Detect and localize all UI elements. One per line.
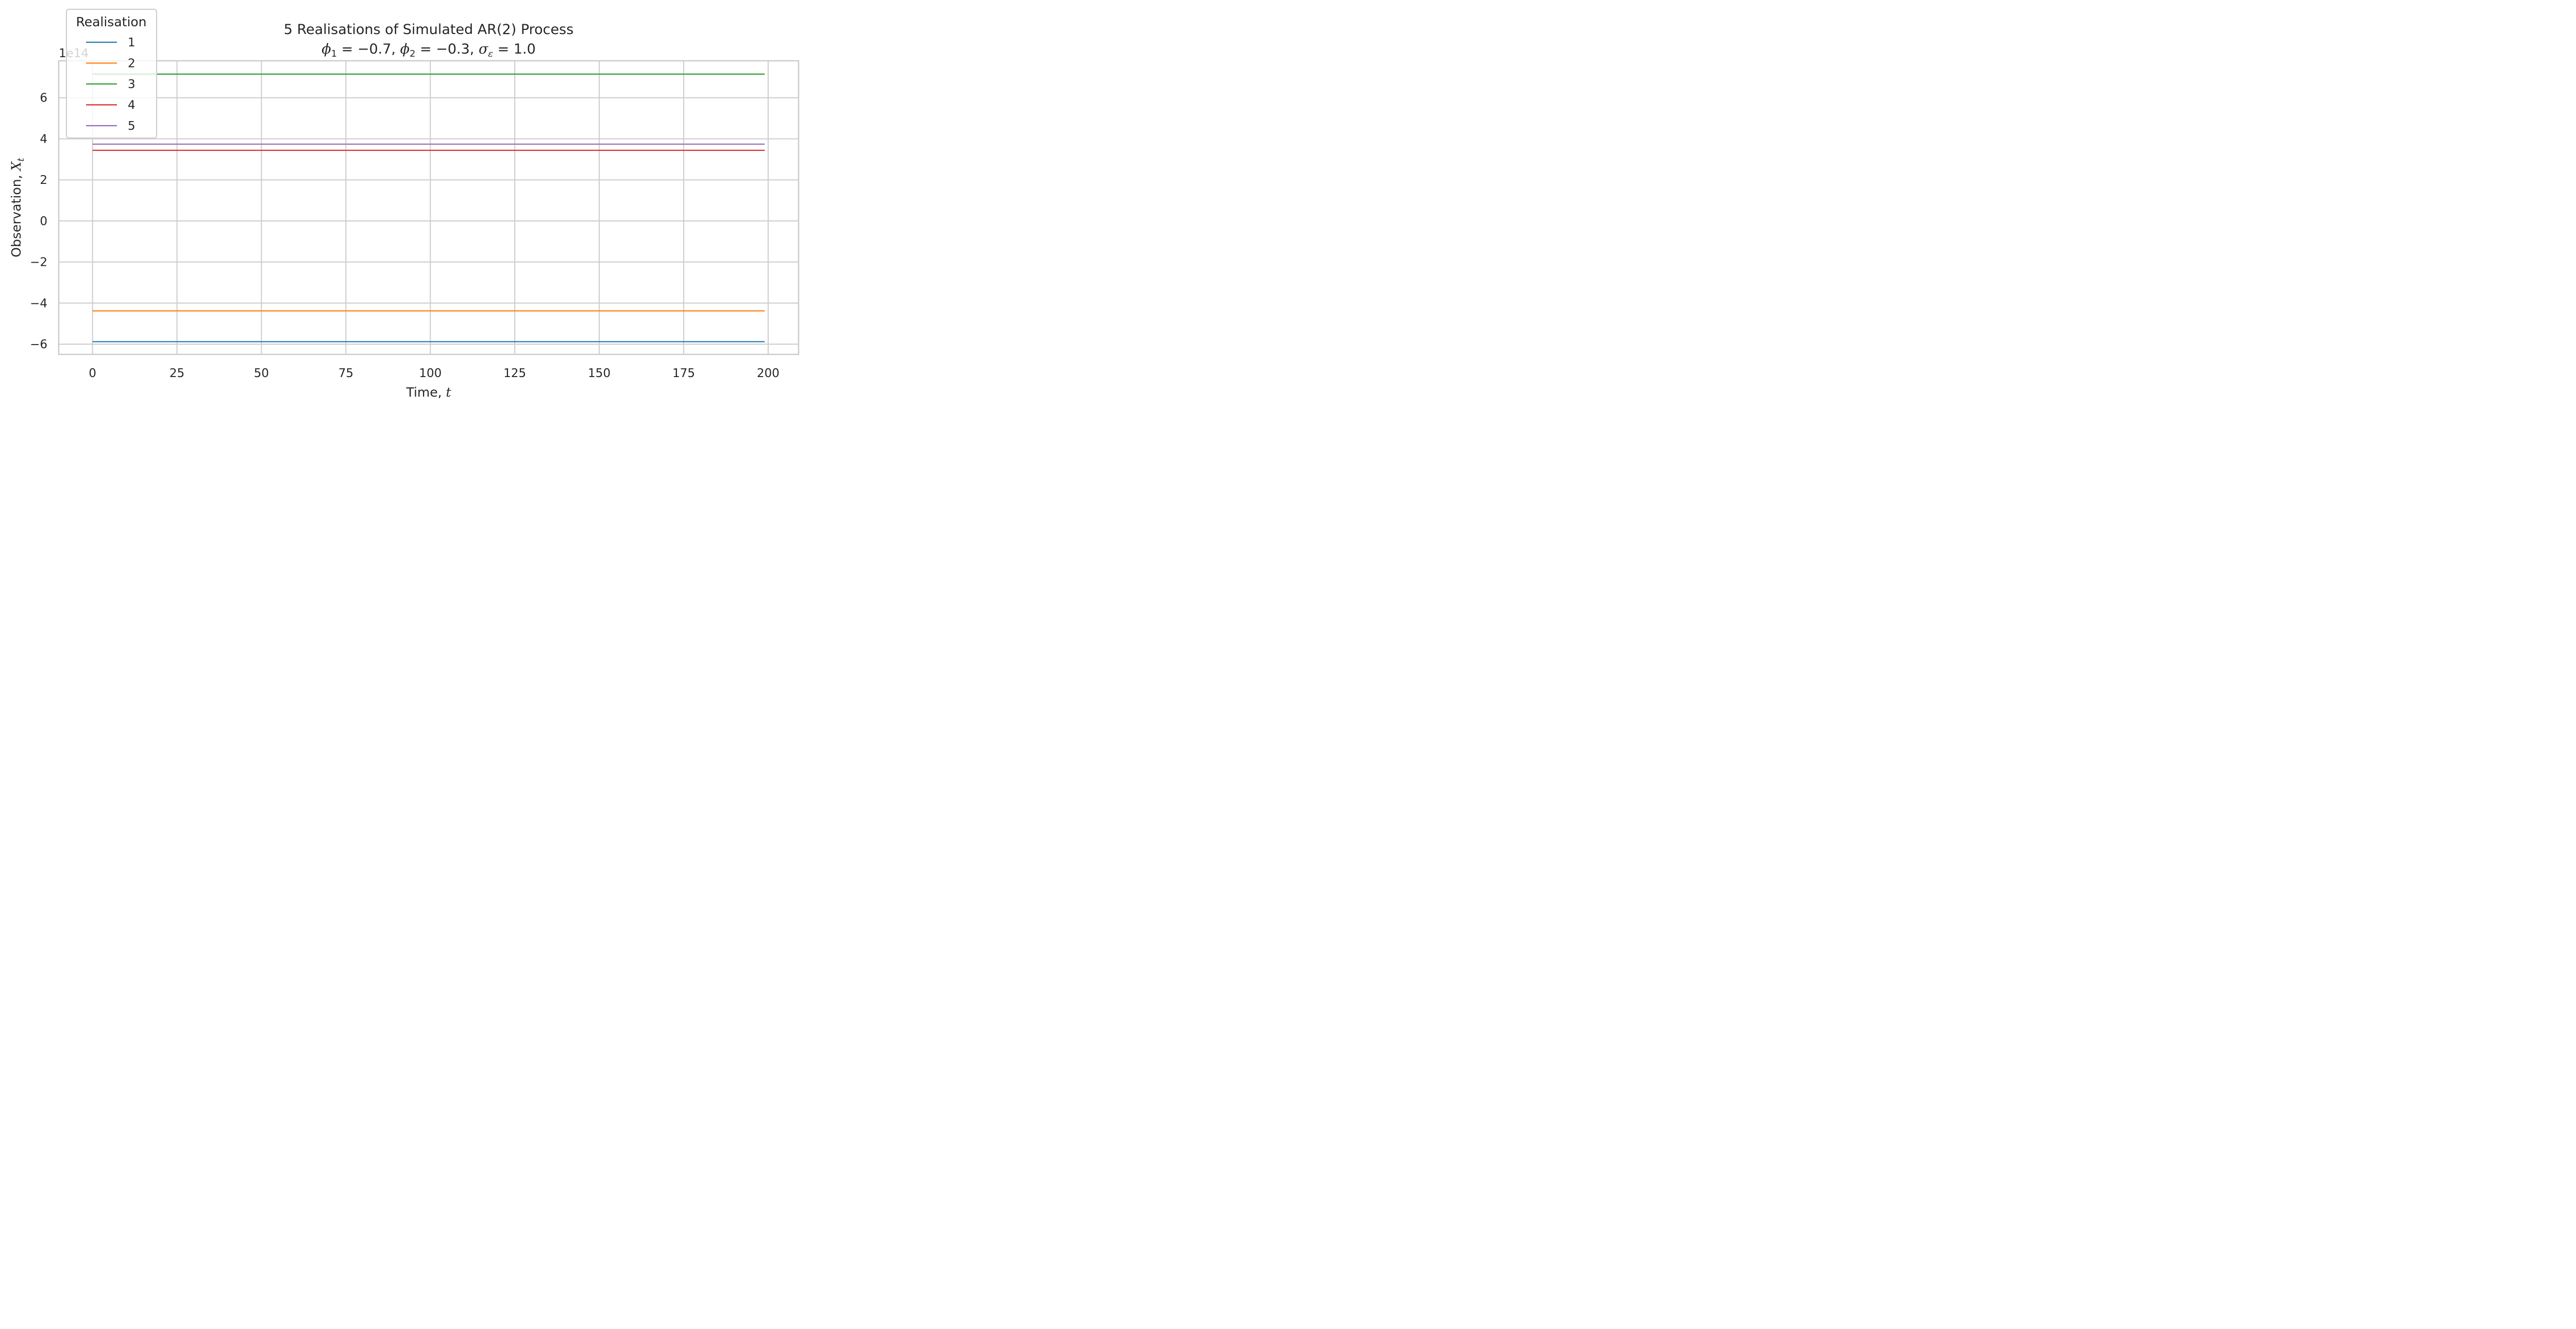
x-tick-label: 25 — [170, 367, 184, 380]
phi2-subscript: 2 — [410, 48, 415, 59]
legend-label-1: 1 — [128, 36, 135, 49]
x-tick-label: 75 — [338, 367, 353, 380]
x-tick-label: 0 — [89, 367, 96, 380]
x-axis-ticks: 0 25 50 75 100 125 150 175 200 — [89, 367, 779, 380]
y-tick-label: 2 — [40, 174, 47, 187]
y-tick-label: 0 — [40, 215, 47, 228]
x-tick-label: 200 — [757, 367, 779, 380]
legend-entries: 1 2 3 4 5 — [86, 36, 135, 133]
phi2-value: = −0.3, — [415, 41, 479, 57]
y-tick-label: 4 — [40, 132, 47, 146]
y-tick-label: −2 — [30, 256, 47, 269]
plot-area — [59, 61, 799, 354]
y-tick-label: −4 — [30, 297, 47, 310]
phi1-value: = −0.7, — [337, 41, 400, 57]
legend-label-5: 5 — [128, 120, 135, 133]
x-tick-label: 50 — [254, 367, 269, 380]
x-tick-label: 175 — [672, 367, 695, 380]
legend-label-4: 4 — [128, 99, 135, 112]
x-tick-label: 150 — [588, 367, 611, 380]
legend-label-2: 2 — [128, 57, 135, 71]
y-tick-label: 6 — [40, 92, 47, 105]
x-axis-label: Time, t — [405, 385, 451, 400]
plot-frame — [58, 60, 800, 355]
grid — [59, 61, 799, 354]
y-axis-ticks: −6 −4 −2 0 2 4 6 — [30, 92, 47, 351]
legend: Realisation 1 2 3 4 5 — [66, 9, 157, 139]
sigma-subscript: ε — [488, 48, 493, 59]
sigma-value: = 1.0 — [493, 41, 536, 57]
series-lines — [92, 73, 765, 343]
phi1-symbol: ϕ — [321, 41, 331, 57]
x-tick-label: 125 — [503, 367, 526, 380]
chart-title: 5 Realisations of Simulated AR(2) Proces… — [284, 22, 574, 38]
y-tick-label: −6 — [30, 338, 47, 351]
phi2-symbol: ϕ — [400, 41, 410, 57]
legend-title: Realisation — [76, 14, 146, 29]
legend-box — [66, 9, 157, 139]
sigma-symbol: σ — [479, 41, 489, 57]
phi1-subscript: 1 — [331, 48, 337, 59]
chart-subtitle: ϕ1 = −0.7, ϕ2 = −0.3, σε = 1.0 — [321, 41, 536, 59]
legend-label-3: 3 — [128, 78, 135, 91]
y-axis-label: Observation, Xt — [9, 158, 26, 258]
x-tick-label: 100 — [419, 367, 442, 380]
